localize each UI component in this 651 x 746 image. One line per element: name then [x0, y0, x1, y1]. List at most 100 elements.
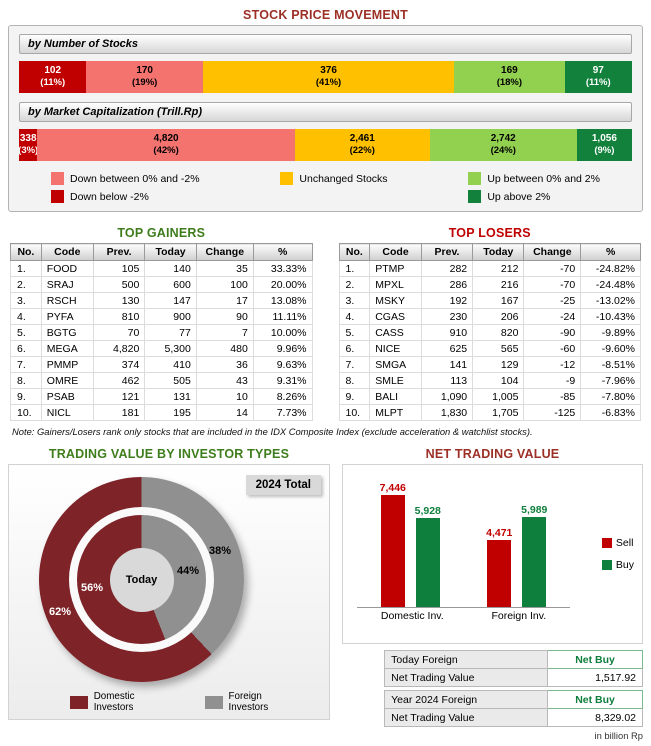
segment-value: 1,056 [591, 133, 617, 145]
net-trading-block: NET TRADING VALUE 7,446 5,928 4,471 5,989 D… [342, 439, 643, 741]
table-cell: -60 [523, 340, 582, 357]
table-cell: -85 [523, 388, 582, 405]
table-cell: 43 [195, 372, 254, 389]
table-cell: 167 [472, 292, 525, 309]
table-row: 8. OMRE 462 505 43 9.31% [10, 372, 313, 389]
bar-plot-area: 7,446 5,928 4,471 5,989 [357, 473, 570, 608]
segment-value: 2,742 [490, 133, 516, 145]
table-cell: 33.33% [252, 260, 313, 277]
table-cell: 11.11% [252, 308, 313, 325]
column-header: Change [195, 243, 254, 261]
legend-swatch [468, 172, 482, 185]
foreign-swatch [204, 695, 223, 709]
bar-value-label: 5,928 [414, 505, 441, 517]
table-cell: SMGA [369, 356, 422, 373]
legend-group: Unchanged Stocks [280, 172, 388, 185]
table-cell: 820 [472, 324, 525, 341]
legend-label-line: Domestic [93, 690, 135, 702]
inner-domestic-pct-label: 56% [81, 582, 104, 594]
table-cell: 462 [92, 372, 146, 389]
table-cell: MEGA [40, 340, 94, 357]
number-of-stocks-stacked-bar: 102 (11%) 170 (19%) 376 (41%) 169 (18%) 97 (11%) [19, 61, 632, 93]
bar-column: 5,928 [412, 505, 444, 607]
segment-percent: (24%) [490, 145, 516, 157]
by-number-of-stocks-label: by Number of Stocks [19, 34, 632, 54]
table-cell: -8.51% [580, 356, 641, 373]
table-cell: CASS [369, 324, 422, 341]
segment-percent: (18%) [496, 77, 523, 89]
table-cell: 10. [10, 404, 42, 421]
table-cell: 505 [144, 372, 197, 389]
table-cell: 9.63% [252, 356, 313, 373]
trading-value-donut-chart: 2024 Total Today 38% 44% 56% 62% [8, 464, 330, 720]
net-value-amount: 1,517.92 [547, 668, 643, 687]
table-cell: 10 [195, 388, 254, 405]
segment-value: 169 [501, 65, 518, 77]
bar-buy [415, 518, 440, 607]
footnote: Note: Gainers/Losers rank only stocks th… [12, 426, 533, 437]
segment-value: 4,820 [153, 133, 179, 145]
table-cell: 121 [92, 388, 146, 405]
donut-center-label: Today [109, 547, 174, 612]
legend-swatch [280, 172, 294, 185]
legend-item: Buy [601, 559, 634, 571]
table-cell: 910 [420, 324, 474, 341]
legend-swatch [51, 172, 64, 185]
table-cell: 77 [144, 324, 197, 341]
table-cell: 206 [472, 308, 525, 325]
table-cell: 140 [144, 260, 197, 277]
legend-group: Down between 0% and -2% Down below -2% [51, 172, 200, 203]
table-cell: 8. [10, 372, 42, 389]
legend-swatch [468, 190, 482, 203]
column-header: Prev. [420, 243, 474, 261]
table-cell: 810 [92, 308, 146, 325]
legend-label: Unchanged Stocks [299, 172, 388, 185]
table-cell: 7 [195, 324, 254, 341]
stack-segment: 169 (18%) [454, 61, 565, 93]
table-cell: 5. [10, 324, 42, 341]
legend-item: Down between 0% and -2% [51, 172, 200, 185]
table-row: 7. PMMP 374 410 36 9.63% [10, 356, 313, 373]
table-row: 4. PYFA 810 900 90 11.11% [10, 308, 313, 325]
category-label: Foreign Inv. [491, 610, 547, 622]
table-cell: OMRE [40, 372, 94, 389]
table-row: 5. BGTG 70 77 7 10.00% [10, 324, 313, 341]
table-cell: 7.73% [252, 404, 313, 421]
stack-segment: 170 (19%) [86, 61, 203, 93]
table-cell: -125 [523, 404, 582, 421]
stack-segment: 97 (11%) [564, 61, 632, 93]
table-cell: 9.96% [252, 340, 313, 357]
table-cell: -9.60% [580, 340, 641, 357]
bar-sell [487, 540, 512, 607]
by-market-cap-label: by Market Capitalization (Trill.Rp) [19, 102, 632, 122]
stack-segment: 4,820 (42%) [37, 129, 295, 161]
table-cell: 500 [92, 276, 146, 293]
table-cell: -25 [523, 292, 582, 309]
table-cell: -7.96% [580, 372, 641, 389]
table-cell: -90 [523, 324, 582, 341]
legend-label: Down between 0% and -2% [70, 172, 200, 185]
table-cell: RSCH [40, 292, 94, 309]
table-cell: 4. [10, 308, 42, 325]
table-cell: 10. [338, 404, 371, 421]
table-cell: 565 [472, 340, 525, 357]
legend-label-line: Investors [228, 702, 269, 714]
table-row: 2. MPXL 286 216 -70 -24.48% [338, 276, 641, 293]
table-cell: 9. [10, 388, 42, 405]
table-row: 8. SMLE 113 104 -9 -7.96% [338, 372, 641, 389]
table-row: 5. CASS 910 820 -90 -9.89% [338, 324, 641, 341]
column-header: Change [523, 243, 582, 261]
2024-total-badge: 2024 Total [245, 475, 321, 495]
table-cell: PTMP [369, 260, 422, 277]
table-row: Net Trading Value 1,517.92 [384, 668, 643, 687]
legend-label: Up between 0% and 2% [487, 172, 600, 185]
table-cell: -70 [523, 260, 582, 277]
segment-value: 170 [136, 65, 153, 77]
table-cell: 4. [338, 308, 371, 325]
table-cell: 195 [144, 404, 197, 421]
table-cell: 181 [92, 404, 146, 421]
table-row: 2. SRAJ 500 600 100 20.00% [10, 276, 313, 293]
table-row: Today Foreign Net Buy [384, 650, 643, 669]
table-cell: 105 [92, 260, 146, 277]
